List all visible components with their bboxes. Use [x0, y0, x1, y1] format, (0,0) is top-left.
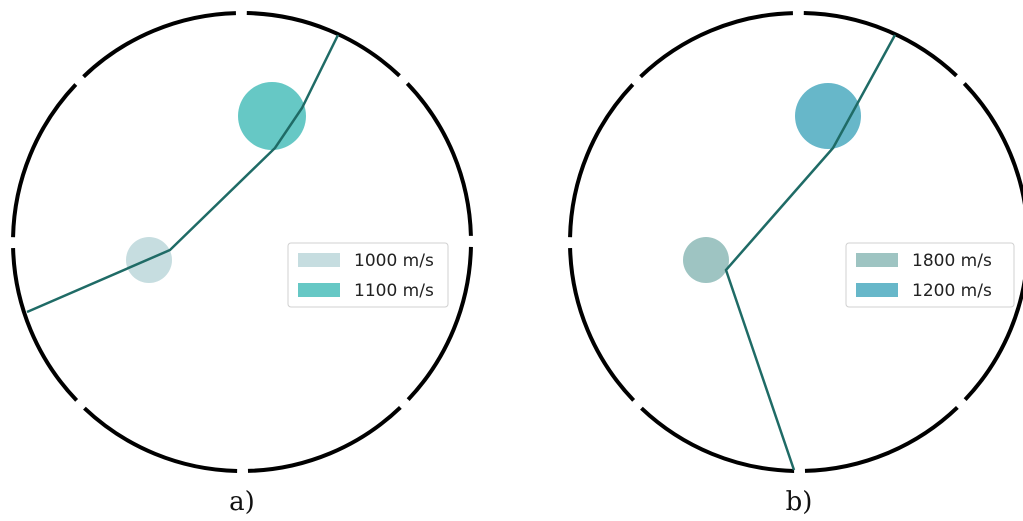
- panel-b: 1800 m/s 1200 m/s b): [568, 11, 1023, 517]
- legend-swatch-b-2: [856, 283, 898, 297]
- ray-path-b: [724, 34, 897, 471]
- legend-label-b-2: 1200 m/s: [912, 281, 992, 301]
- caption-b: b): [786, 487, 813, 517]
- boundary-circle-a: [11, 11, 473, 473]
- legend-swatch-b-1: [856, 253, 898, 267]
- small-inclusion-b: [683, 237, 729, 283]
- panel-a: 1000 m/s 1100 m/s a): [11, 11, 473, 517]
- legend-label-a-1: 1000 m/s: [354, 251, 434, 271]
- legend-b: 1800 m/s 1200 m/s: [845, 242, 1015, 308]
- large-inclusion-b: [795, 83, 861, 149]
- large-inclusion-a: [238, 82, 306, 150]
- legend-label-b-1: 1800 m/s: [912, 251, 992, 271]
- ray-path-a: [26, 34, 340, 314]
- caption-a: a): [229, 487, 255, 517]
- legend-label-a-2: 1100 m/s: [354, 281, 434, 301]
- legend-a: 1000 m/s 1100 m/s: [287, 242, 449, 308]
- boundary-circle-b: [568, 11, 1023, 473]
- legend-swatch-a-1: [298, 253, 340, 267]
- legend-swatch-a-2: [298, 283, 340, 297]
